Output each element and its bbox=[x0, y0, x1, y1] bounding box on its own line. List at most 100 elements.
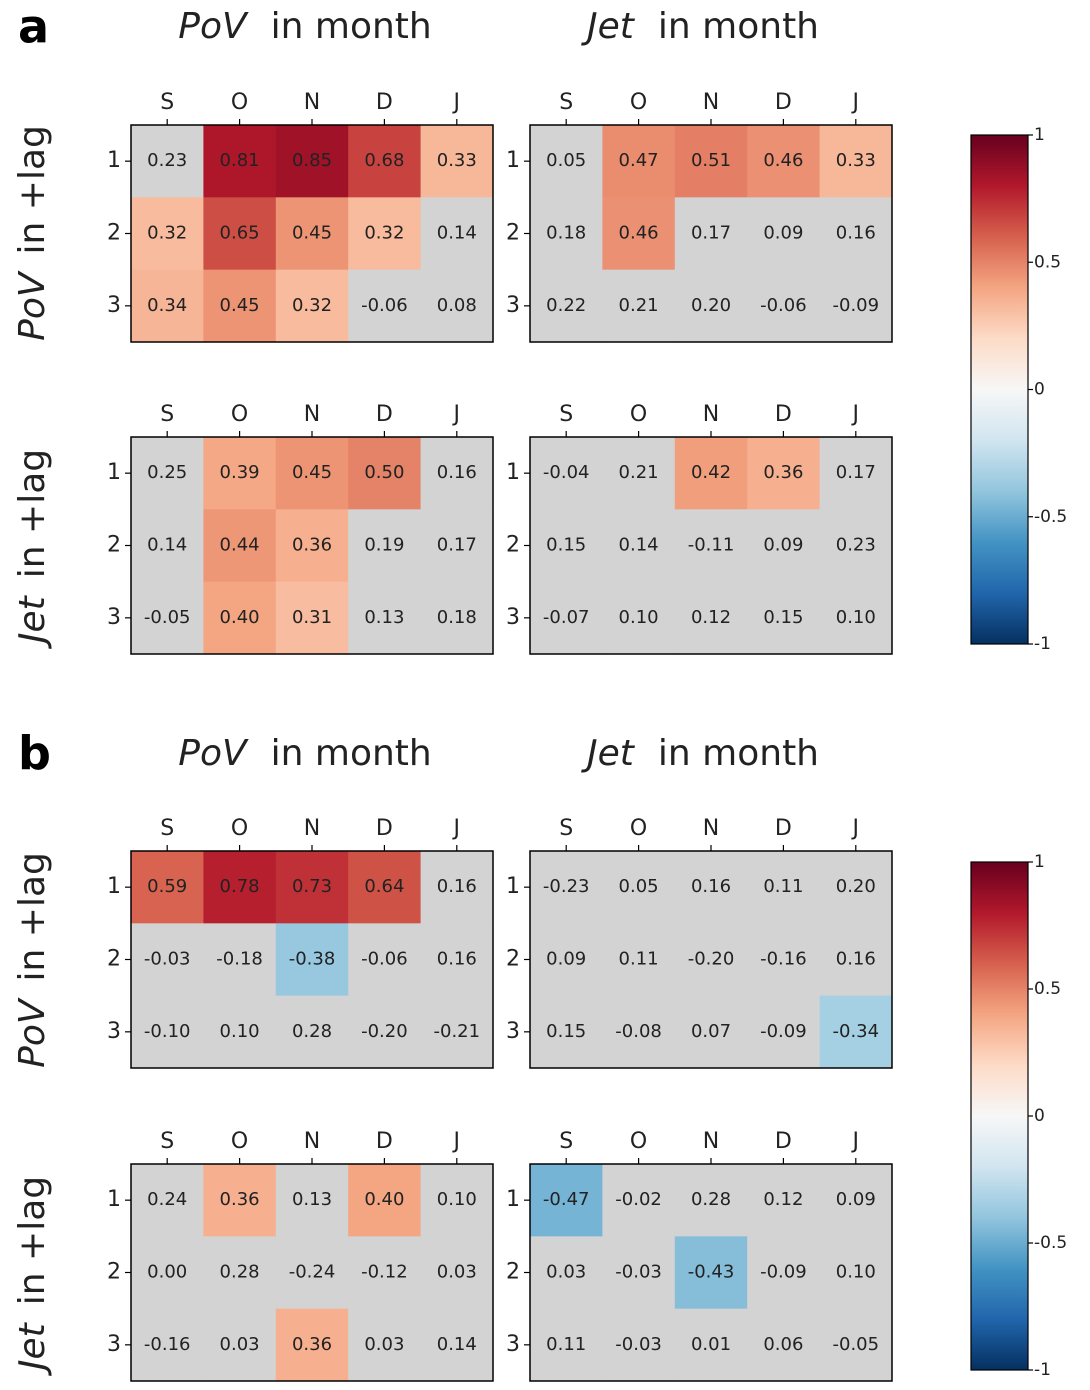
heatmap-cell bbox=[420, 125, 494, 198]
heatmap-cell bbox=[602, 923, 676, 997]
cell-label: 0.10 bbox=[220, 1021, 260, 1042]
heatmap-cell bbox=[275, 995, 349, 1069]
cell-label: -0.16 bbox=[760, 949, 807, 970]
x-tick-label: J bbox=[452, 402, 461, 427]
title-em: Jet bbox=[12, 1321, 53, 1376]
heatmap-cell bbox=[747, 995, 821, 1069]
x-tick-label: N bbox=[703, 816, 719, 841]
cell-label: 0.28 bbox=[292, 1021, 332, 1042]
y-tick-label: 3 bbox=[506, 1332, 520, 1357]
cell-label: 0.19 bbox=[364, 535, 404, 556]
y-tick-label: 3 bbox=[107, 605, 121, 630]
heatmap-cell bbox=[602, 125, 676, 198]
cell-label: 0.18 bbox=[437, 607, 477, 628]
row-title: Jet in +lag bbox=[12, 449, 53, 649]
cell-label: 0.73 bbox=[292, 876, 332, 897]
cell-label: 0.18 bbox=[546, 223, 586, 244]
heatmap-cell bbox=[530, 923, 603, 997]
cell-label: 0.33 bbox=[437, 150, 477, 171]
cell-label: -0.06 bbox=[361, 949, 408, 970]
x-tick-label: D bbox=[775, 90, 792, 115]
cell-label: -0.16 bbox=[144, 1334, 191, 1355]
heatmap-cell bbox=[747, 509, 821, 583]
y-tick-label: 2 bbox=[107, 1260, 121, 1285]
cell-label: 0.51 bbox=[691, 150, 731, 171]
x-tick-label: J bbox=[452, 1129, 461, 1154]
panel-label: b bbox=[18, 727, 51, 781]
x-tick-label: N bbox=[304, 90, 320, 115]
x-tick-label: O bbox=[231, 402, 248, 427]
heatmap-cell bbox=[131, 1236, 204, 1310]
colorbar bbox=[970, 861, 1029, 1371]
heatmap-cell bbox=[747, 197, 821, 271]
cell-label: -0.09 bbox=[760, 1021, 807, 1042]
heatmap-cell bbox=[747, 1236, 821, 1310]
cell-label: 0.46 bbox=[619, 223, 659, 244]
cell-label: 0.16 bbox=[836, 949, 876, 970]
cell-label: -0.24 bbox=[289, 1262, 336, 1283]
heatmap-cell bbox=[348, 995, 422, 1069]
y-tick-label: 2 bbox=[506, 947, 520, 972]
heatmap-cell bbox=[819, 995, 893, 1069]
heatmap-cell bbox=[131, 269, 204, 343]
cell-label: -0.09 bbox=[833, 295, 880, 316]
row-title: PoV in +lag bbox=[12, 125, 53, 341]
x-tick-label: D bbox=[376, 90, 393, 115]
cell-label: 0.45 bbox=[220, 295, 260, 316]
heatmap-cell bbox=[275, 509, 349, 583]
cell-label: 0.32 bbox=[147, 223, 187, 244]
y-tick-label: 1 bbox=[107, 460, 121, 485]
cell-label: 0.36 bbox=[220, 1189, 260, 1210]
cell-label: 0.09 bbox=[546, 949, 586, 970]
cell-label: 0.45 bbox=[292, 223, 332, 244]
heatmap-cell bbox=[420, 269, 494, 343]
y-tick-label: 3 bbox=[506, 605, 520, 630]
colorbar-tick-label: -1 bbox=[1034, 634, 1051, 654]
heatmap-cell bbox=[203, 923, 277, 997]
cell-label: 0.10 bbox=[619, 607, 659, 628]
cell-label: -0.23 bbox=[543, 876, 590, 897]
heatmap-cell bbox=[819, 1308, 893, 1382]
heatmap-cell bbox=[275, 437, 349, 510]
cell-label: 0.00 bbox=[147, 1262, 187, 1283]
heatmap-cell bbox=[819, 125, 893, 198]
cell-label: 0.64 bbox=[364, 876, 404, 897]
cell-label: 0.46 bbox=[763, 150, 803, 171]
cell-label: 0.03 bbox=[546, 1262, 586, 1283]
heatmap-cell bbox=[602, 509, 676, 583]
heatmap-cell bbox=[819, 437, 893, 510]
title-text: in +lag bbox=[12, 852, 53, 981]
cell-label: 0.45 bbox=[292, 462, 332, 483]
heatmap-cell bbox=[348, 269, 422, 343]
x-tick-label: D bbox=[775, 816, 792, 841]
x-tick-label: S bbox=[559, 90, 573, 115]
heatmap-cell bbox=[674, 125, 748, 198]
cell-label: 0.10 bbox=[437, 1189, 477, 1210]
heatmap-cell bbox=[674, 437, 748, 510]
cell-label: 0.11 bbox=[619, 949, 659, 970]
heatmap-cell bbox=[275, 851, 349, 924]
column-title: PoV in month bbox=[178, 6, 431, 47]
heatmap-cell bbox=[530, 995, 603, 1069]
cell-label: 0.13 bbox=[292, 1189, 332, 1210]
heatmap-cell bbox=[348, 581, 422, 655]
y-tick-label: 1 bbox=[506, 148, 520, 173]
heatmap-cell bbox=[674, 1236, 748, 1310]
y-tick-label: 3 bbox=[506, 1019, 520, 1044]
heatmap-cell bbox=[530, 581, 603, 655]
y-tick-label: 2 bbox=[506, 533, 520, 558]
heatmap-cell bbox=[819, 1236, 893, 1310]
cell-label: 0.15 bbox=[763, 607, 803, 628]
cell-label: -0.06 bbox=[361, 295, 408, 316]
cell-label: 0.15 bbox=[546, 535, 586, 556]
cell-label: -0.43 bbox=[688, 1262, 735, 1283]
cell-label: 0.09 bbox=[763, 535, 803, 556]
cell-label: 0.33 bbox=[836, 150, 876, 171]
heatmap-cell bbox=[131, 1308, 204, 1382]
cell-label: -0.11 bbox=[688, 535, 735, 556]
cell-label: 0.81 bbox=[220, 150, 260, 171]
title-text: in month bbox=[271, 6, 432, 47]
heatmap-cell bbox=[203, 1308, 277, 1382]
cell-label: 0.09 bbox=[763, 223, 803, 244]
